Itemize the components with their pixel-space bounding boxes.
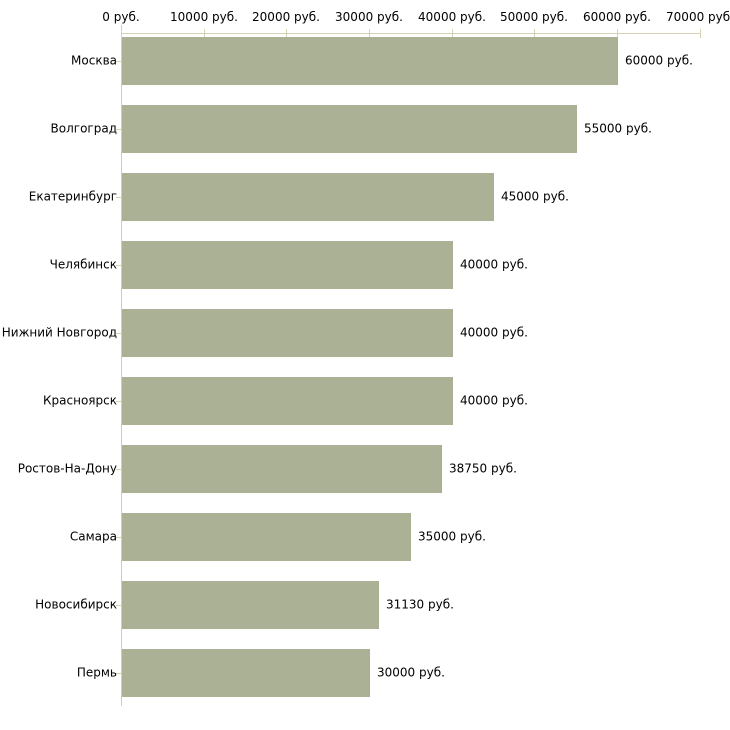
bar: [122, 377, 453, 425]
category-label: Волгоград: [50, 121, 117, 136]
x-axis-tick-mark: [534, 29, 535, 38]
category-label: Пермь: [76, 665, 117, 680]
y-axis-line: [121, 25, 122, 706]
x-axis-tick-label: 10000 руб.: [170, 10, 238, 24]
y-axis-tick-mark: [116, 605, 121, 606]
y-axis-tick-mark: [116, 401, 121, 402]
category-label: Новосибирск: [35, 597, 117, 612]
bar: [122, 173, 494, 221]
bar-value-label: 40000 руб.: [460, 257, 528, 272]
bar-value-label: 38750 руб.: [449, 461, 517, 476]
x-axis-tick-label: 40000 руб.: [418, 10, 486, 24]
bar: [122, 513, 411, 561]
bar-value-label: 30000 руб.: [377, 665, 445, 680]
category-label: Нижний Новгород: [1, 325, 117, 340]
bar-value-label: 31130 руб.: [386, 597, 454, 612]
bar-value-label: 60000 руб.: [625, 53, 693, 68]
x-axis-tick-mark: [204, 29, 205, 38]
x-axis-tick-label: 60000 руб.: [583, 10, 651, 24]
y-axis-tick-mark: [116, 673, 121, 674]
x-axis-tick-mark: [286, 29, 287, 38]
x-axis-tick-label: 0 руб.: [102, 10, 140, 24]
bar-value-label: 45000 руб.: [501, 189, 569, 204]
x-axis-tick-label: 70000 руб.: [666, 10, 730, 24]
category-label: Москва: [71, 53, 117, 68]
bar-value-label: 40000 руб.: [460, 393, 528, 408]
x-axis-tick-mark: [452, 29, 453, 38]
x-axis-line: [121, 33, 700, 34]
x-axis-tick-mark: [700, 29, 701, 38]
bar: [122, 649, 370, 697]
y-axis-tick-mark: [116, 333, 121, 334]
y-axis-tick-mark: [116, 61, 121, 62]
x-axis-tick-label: 20000 руб.: [252, 10, 320, 24]
bar: [122, 241, 453, 289]
bar: [122, 37, 618, 85]
category-label: Челябинск: [49, 257, 117, 272]
x-axis-tick-mark: [617, 29, 618, 38]
x-axis-tick-label: 30000 руб.: [335, 10, 403, 24]
category-label: Ростов-На-Дону: [17, 461, 117, 476]
bar-value-label: 35000 руб.: [418, 529, 486, 544]
bar-value-label: 40000 руб.: [460, 325, 528, 340]
category-label: Екатеринбург: [28, 189, 117, 204]
y-axis-tick-mark: [116, 129, 121, 130]
category-label: Красноярск: [43, 393, 117, 408]
y-axis-tick-mark: [116, 197, 121, 198]
bar-value-label: 55000 руб.: [584, 121, 652, 136]
y-axis-tick-mark: [116, 265, 121, 266]
bar: [122, 445, 442, 493]
bar: [122, 581, 379, 629]
x-axis-tick-mark: [369, 29, 370, 38]
y-axis-tick-mark: [116, 469, 121, 470]
y-axis-tick-mark: [116, 537, 121, 538]
x-axis-tick-label: 50000 руб.: [500, 10, 568, 24]
bar: [122, 309, 453, 357]
category-label: Самара: [69, 529, 117, 544]
x-axis-tick-mark: [121, 29, 122, 38]
bar: [122, 105, 577, 153]
